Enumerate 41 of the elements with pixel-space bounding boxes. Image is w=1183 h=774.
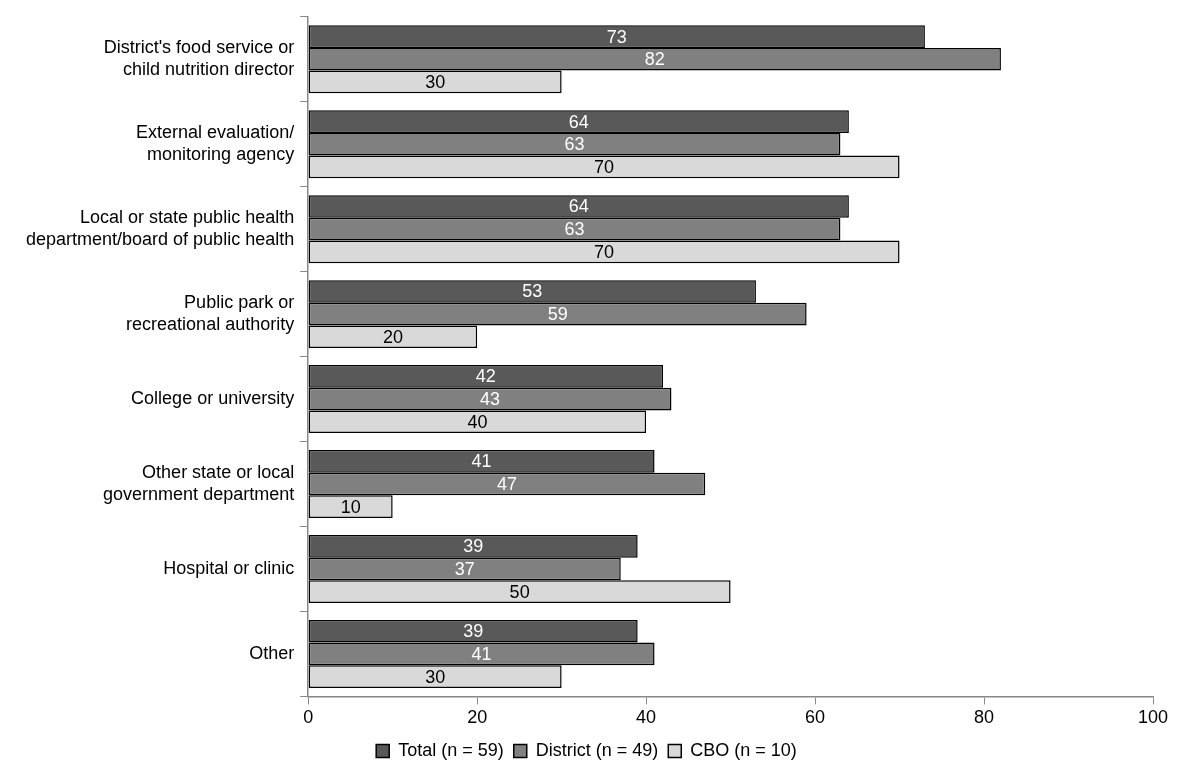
x-tick-label: 80	[974, 707, 995, 728]
y-tick-label: Other state or local government department	[103, 462, 295, 504]
legend-label: Total (n = 59)	[398, 739, 504, 760]
data-label: 63	[564, 134, 585, 155]
data-label: 42	[475, 366, 496, 387]
data-label: 64	[568, 196, 589, 217]
y-tick-label: College or university	[131, 388, 295, 409]
y-tick-label: Local or state public health department/board of public health	[25, 207, 295, 249]
data-label: 40	[467, 411, 488, 432]
y-tick-label: Hospital or clinic	[163, 557, 295, 578]
y-tick-label: District's food service or child nutrition director	[103, 37, 295, 80]
data-label: 63	[564, 219, 585, 240]
data-label: 53	[522, 281, 543, 302]
data-label: 73	[606, 26, 627, 47]
legend-label: CBO (n = 10)	[690, 739, 797, 760]
data-label: 41	[471, 643, 492, 664]
data-label: 59	[547, 304, 568, 325]
data-label: 10	[340, 496, 361, 517]
x-tick-label: 60	[805, 707, 826, 728]
data-label: 41	[471, 451, 492, 472]
data-label: 50	[509, 581, 530, 602]
data-label: 70	[594, 241, 615, 262]
x-tick-label: 0	[303, 707, 314, 728]
y-tick-label: External evaluation/ monitoring agency	[136, 122, 295, 164]
data-label: 39	[463, 536, 484, 557]
data-label: 20	[382, 326, 403, 347]
data-label: 30	[425, 71, 446, 92]
data-label: 70	[594, 156, 615, 177]
y-tick-label: Other	[249, 642, 295, 663]
x-tick-label: 40	[636, 707, 657, 728]
data-label: 37	[454, 558, 475, 579]
data-label: 64	[568, 111, 589, 132]
data-label: 39	[463, 621, 484, 642]
data-label: 30	[425, 666, 446, 687]
data-label: 82	[644, 49, 665, 70]
x-tick-label: 100	[1137, 707, 1169, 728]
legend-label: District (n = 49)	[535, 739, 659, 760]
data-label: 47	[496, 473, 517, 494]
x-tick-label: 20	[467, 707, 488, 728]
data-label: 43	[480, 389, 501, 410]
y-tick-label: Public park or recreational authority	[126, 292, 295, 334]
